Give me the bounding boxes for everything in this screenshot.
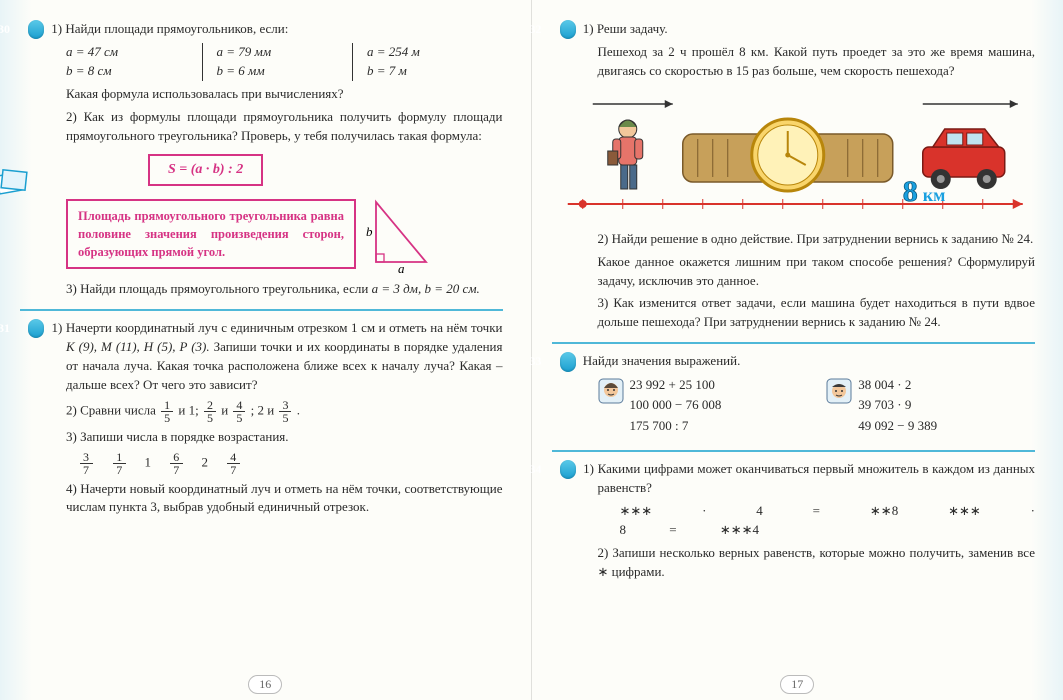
- task-33: 33 Найди значения выражений. 23 992 + 25…: [560, 352, 1036, 440]
- workbook-icon: [0, 168, 30, 198]
- task-badge-33: 33: [560, 352, 576, 371]
- section-divider: [552, 342, 1036, 344]
- task-badge-30: 30: [28, 20, 44, 39]
- t33-r2: 49 092 − 9 389: [858, 417, 1035, 436]
- tri-label-b: b: [366, 224, 373, 239]
- t30-rule: Площадь прямоугольного треугольника равн…: [66, 199, 356, 269]
- task-31: 31 1) Начерти координатный луч с единичн…: [28, 319, 503, 517]
- pedestrian-car-illustration: 8 км: [560, 89, 1036, 224]
- task-badge-31: 31: [28, 319, 44, 338]
- t33-title: Найди значения выражений.: [583, 353, 741, 368]
- page-number-left: 16: [248, 675, 282, 694]
- pedestrian-icon: [607, 120, 642, 189]
- tri-label-a: a: [398, 261, 405, 274]
- page-number-right: 17: [780, 675, 814, 694]
- task-badge-34: 34: [560, 460, 576, 479]
- page-right: 32 1) Реши задачу. Пешеход за 2 ч прошёл…: [532, 0, 1063, 700]
- t34-eq1: ∗∗∗ · 4 = ∗∗8: [620, 503, 899, 518]
- t30-p3b: a = 3 дм, b = 20 см.: [372, 281, 480, 296]
- t33-l0: 23 992 + 25 100: [630, 376, 807, 395]
- textbook-spread: 30 1) Найди площади прямоугольников, есл…: [0, 0, 1063, 700]
- t32-p2: 2) Найди решение в одно действие. При за…: [560, 230, 1036, 249]
- t31-p1b: K (9), M (11), H (5), P (3).: [66, 339, 214, 354]
- t30-q1: Какая формула использовалась при вычисле…: [28, 85, 503, 104]
- task-badge-32: 32: [560, 20, 576, 39]
- t33-r0: 38 004 · 2: [858, 376, 1035, 395]
- t30-p1: 1) Найди площади прямоугольников, если:: [51, 21, 288, 36]
- task-30: 30 1) Найди площади прямоугольников, есл…: [28, 20, 503, 299]
- task-32: 32 1) Реши задачу. Пешеход за 2 ч прошёл…: [560, 20, 1036, 332]
- t30-formula: S = (a · b) : 2: [148, 154, 263, 186]
- t30-rectangles-table: a = 47 см b = 8 см a = 79 мм b = 6 мм a …: [66, 43, 503, 81]
- t31-p4: 4) Начерти новый координатный луч и отме…: [28, 480, 503, 518]
- t34-p2: 2) Запиши несколько верных равенств, кот…: [560, 544, 1036, 582]
- t34-p1: 1) Какими цифрами может оканчиваться пер…: [583, 461, 1035, 495]
- page-left: 30 1) Найди площади прямоугольников, есл…: [0, 0, 532, 700]
- distance-label-number: 8: [902, 175, 917, 208]
- task-34: 34 1) Какими цифрами может оканчиваться …: [560, 460, 1036, 582]
- t33-l2: 175 700 : 7: [630, 417, 807, 436]
- t30-c1a: a = 47 см: [66, 43, 202, 62]
- t30-c3a: a = 254 м: [367, 43, 503, 62]
- boy-face-icon: [826, 378, 852, 404]
- t30-p3a: 3) Найди площадь прямоугольного треуголь…: [66, 281, 372, 296]
- t32-p1: 1) Реши задачу.: [583, 21, 668, 36]
- t32-p2b: Какое данное окажется лишним при таком с…: [560, 253, 1036, 291]
- distance-label-unit: км: [922, 185, 945, 205]
- section-divider: [20, 309, 503, 311]
- t30-c2a: a = 79 мм: [217, 43, 353, 62]
- t33-r1: 39 703 · 9: [858, 396, 1035, 415]
- t31-p1a: 1) Начерти координатный луч с единичным …: [52, 320, 503, 335]
- right-triangle-diagram: b a: [366, 194, 436, 274]
- t32-p3: 3) Как изменится ответ задачи, если маши…: [560, 294, 1036, 332]
- t30-c2b: b = 6 мм: [217, 62, 353, 81]
- t30-c1b: b = 8 см: [66, 62, 202, 81]
- t33-l1: 100 000 − 76 008: [630, 396, 807, 415]
- t31-order-list: 37 17 1 67 2 47: [78, 451, 503, 476]
- section-divider: [552, 450, 1036, 452]
- t30-c3b: b = 7 м: [367, 62, 503, 81]
- girl-face-icon: [598, 378, 624, 404]
- t31-p3: 3) Запиши числа в порядке возрастания.: [28, 428, 503, 447]
- t30-p2: 2) Как из формулы площади прямоугольника…: [28, 108, 503, 146]
- t31-p2: 2) Сравни числа: [66, 402, 159, 417]
- car-icon: [922, 129, 1004, 189]
- t32-story: Пешеход за 2 ч прошёл 8 км. Какой путь п…: [560, 43, 1036, 81]
